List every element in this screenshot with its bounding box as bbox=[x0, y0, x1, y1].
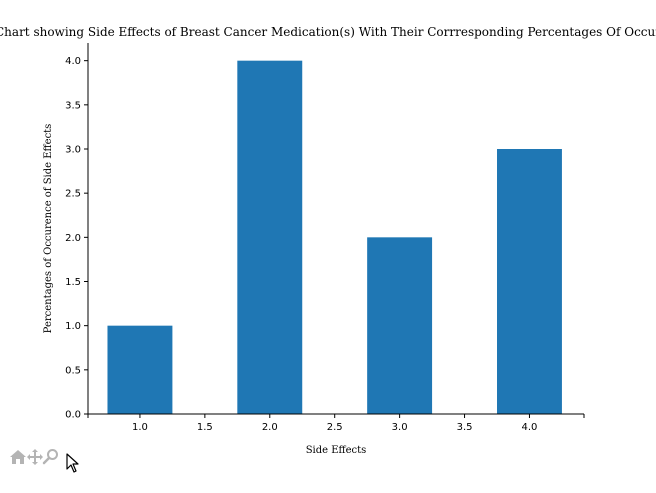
x-tick-label: 4.0 bbox=[522, 422, 538, 433]
x-tick-label: 1.5 bbox=[197, 422, 213, 433]
bars-layer bbox=[107, 60, 562, 415]
chart-title: Chart showing Side Effects of Breast Can… bbox=[0, 25, 656, 39]
bar-2 bbox=[237, 60, 303, 415]
ticks-layer: 1.0 1.5 2.0 2.5 3.0 3.5 4.0 0.0 0.5 1.0 1.5 2.0 2.5 3… bbox=[65, 56, 585, 433]
y-tick-label: 1.5 bbox=[65, 277, 81, 288]
mouse-cursor-icon bbox=[66, 453, 80, 478]
plot-toolbar bbox=[9, 447, 89, 475]
x-tick-label: 1.0 bbox=[132, 422, 148, 433]
y-tick-label: 0.5 bbox=[65, 365, 81, 376]
y-tick-label: 4.0 bbox=[65, 56, 81, 67]
y-tick-label: 2.5 bbox=[65, 189, 81, 200]
pan-icon[interactable] bbox=[26, 447, 44, 472]
y-axis-label: Percentages of Occurence of Side Effects bbox=[43, 124, 54, 334]
x-tick-label: 2.0 bbox=[262, 422, 278, 433]
home-icon[interactable] bbox=[9, 447, 27, 472]
x-tick-label: 3.5 bbox=[457, 422, 473, 433]
bar-3 bbox=[367, 237, 433, 414]
bar-4 bbox=[497, 149, 562, 414]
y-tick-label: 2.0 bbox=[65, 233, 81, 244]
bar-1 bbox=[107, 325, 173, 414]
y-tick-label: 3.0 bbox=[65, 145, 81, 156]
y-tick-label: 3.5 bbox=[65, 100, 81, 111]
zoom-icon[interactable] bbox=[42, 447, 60, 472]
y-tick-label: 1.0 bbox=[65, 321, 81, 332]
x-tick-label: 3.0 bbox=[392, 422, 408, 433]
x-tick-label: 2.5 bbox=[327, 422, 343, 433]
y-tick-label: 0.0 bbox=[65, 410, 81, 421]
x-axis-label: Side Effects bbox=[306, 445, 367, 456]
